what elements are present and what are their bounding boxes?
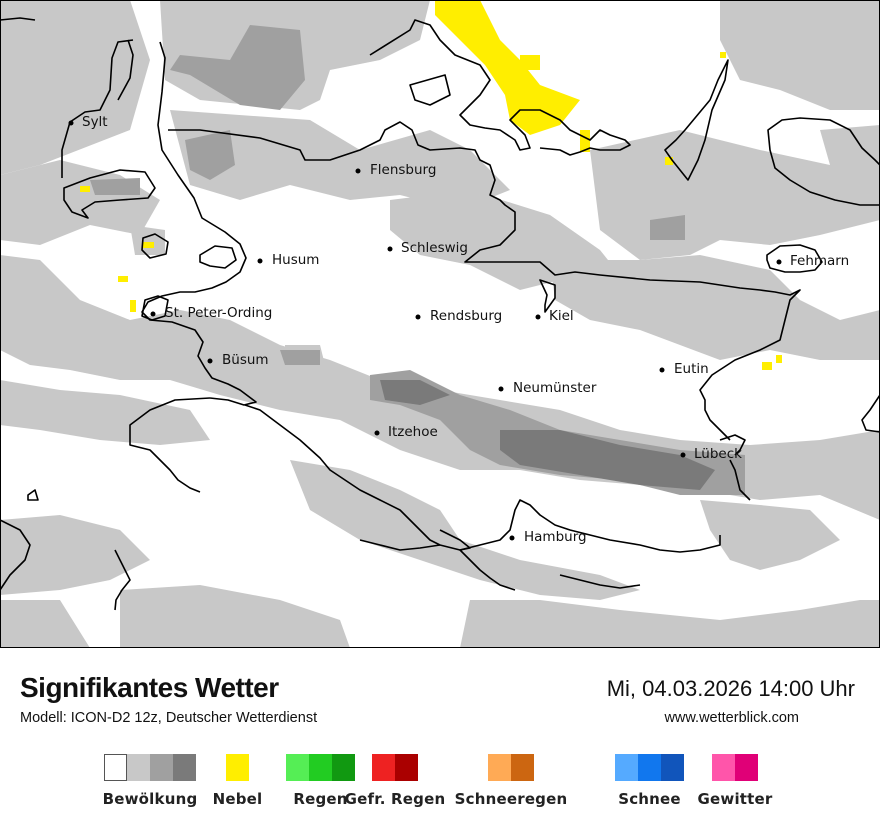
legend-swatch <box>104 754 127 781</box>
legend-gefr-regen-swatches <box>372 754 418 781</box>
legend-swatch <box>173 754 196 781</box>
city-markers <box>68 120 782 541</box>
legend-schnee: Schnee <box>615 754 684 808</box>
city-marker-sylt <box>68 120 74 126</box>
legend-schnee-swatches <box>615 754 684 781</box>
page-title: Signifikantes Wetter <box>20 672 279 703</box>
weather-map: Sylt Flensburg Husum Schleswig Fehmarn S… <box>0 0 880 648</box>
legend-label-gewitter: Gewitter <box>697 790 773 808</box>
legend-swatch <box>511 754 534 781</box>
city-label-sylt: Sylt <box>82 114 108 130</box>
model-info: Modell: ICON-D2 12z, Deutscher Wetterdie… <box>20 710 318 726</box>
legend-swatch <box>332 754 355 781</box>
legend-nebel: Nebel <box>213 754 262 808</box>
city-labels: Sylt Flensburg Husum Schleswig Fehmarn S… <box>82 114 849 545</box>
legend-schneeregen: Schneeregen <box>455 754 567 808</box>
legend-nebel-swatches <box>226 754 249 781</box>
city-label-st-peter-ording: St. Peter-Ording <box>165 305 272 321</box>
coastlines-borders <box>0 17 880 611</box>
city-label-hamburg: Hamburg <box>524 529 587 545</box>
legend-bewoelkung-swatches <box>104 754 196 781</box>
city-marker-neumuenster <box>498 386 504 392</box>
legend-gefr-regen: Gefr. Regen <box>345 754 445 808</box>
legend-swatch <box>395 754 418 781</box>
legend-swatch <box>488 754 511 781</box>
cloud-layer-dark <box>380 380 715 490</box>
city-label-itzehoe: Itzehoe <box>388 424 438 440</box>
city-label-eutin: Eutin <box>674 361 709 377</box>
legend-swatch <box>372 754 395 781</box>
legend-label-nebel: Nebel <box>212 790 263 808</box>
city-label-flensburg: Flensburg <box>370 162 436 178</box>
city-marker-st-peter-ording <box>150 311 156 317</box>
city-marker-itzehoe <box>374 430 380 436</box>
city-marker-hamburg <box>509 535 515 541</box>
legend-swatch <box>735 754 758 781</box>
city-marker-fehmarn <box>776 259 782 265</box>
city-marker-husum <box>257 258 263 264</box>
city-label-buesum: Büsum <box>222 352 269 368</box>
legend-label-bewoelkung: Bewölkung <box>102 790 198 808</box>
city-label-fehmarn: Fehmarn <box>790 253 849 269</box>
legend-regen: Regen <box>286 754 355 808</box>
legend-swatch <box>615 754 638 781</box>
legend-swatch <box>226 754 249 781</box>
info-panel: Signifikantes Wetter Modell: ICON-D2 12z… <box>0 648 880 830</box>
city-marker-eutin <box>659 367 665 373</box>
legend-label-schneeregen: Schneeregen <box>454 790 568 808</box>
city-label-luebeck: Lübeck <box>694 446 742 462</box>
legend-swatch <box>638 754 661 781</box>
legend-label-regen: Regen <box>293 790 348 808</box>
city-marker-schleswig <box>387 246 393 252</box>
legend-swatch <box>309 754 332 781</box>
legend-gewitter-swatches <box>712 754 758 781</box>
website-link: www.wetterblick.com <box>664 710 799 726</box>
legend-gewitter: Gewitter <box>698 754 772 808</box>
city-marker-flensburg <box>355 168 361 174</box>
legend-regen-swatches <box>286 754 355 781</box>
legend-label-gefr-regen: Gefr. Regen <box>344 790 446 808</box>
city-label-husum: Husum <box>272 252 319 268</box>
legend-label-schnee: Schnee <box>618 790 681 808</box>
map-canvas: Sylt Flensburg Husum Schleswig Fehmarn S… <box>0 0 880 648</box>
city-marker-luebeck <box>680 452 686 458</box>
legend-swatch <box>661 754 684 781</box>
legend-swatch <box>712 754 735 781</box>
legend-bewoelkung: Bewölkung <box>103 754 197 808</box>
legend-schneeregen-swatches <box>488 754 534 781</box>
legend-swatch <box>150 754 173 781</box>
legend-swatch <box>286 754 309 781</box>
city-label-schleswig: Schleswig <box>401 240 468 256</box>
city-marker-buesum <box>207 358 213 364</box>
city-label-kiel: Kiel <box>549 308 574 324</box>
city-marker-rendsburg <box>415 314 421 320</box>
fog-layer <box>80 0 782 370</box>
city-label-rendsburg: Rendsburg <box>430 308 502 324</box>
city-label-neumuenster: Neumünster <box>513 380 597 396</box>
legend-swatch <box>127 754 150 781</box>
forecast-datetime: Mi, 04.03.2026 14:00 Uhr <box>606 676 855 701</box>
city-marker-kiel <box>535 314 541 320</box>
